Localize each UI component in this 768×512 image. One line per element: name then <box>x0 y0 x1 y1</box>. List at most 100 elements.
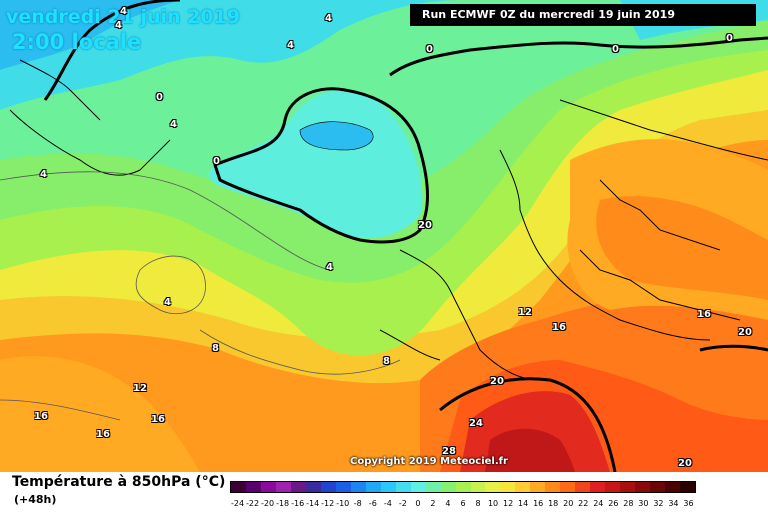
isotherm-label: 8 <box>383 356 390 367</box>
color-swatch <box>425 482 441 492</box>
color-swatch <box>500 482 516 492</box>
isotherm-label: 16 <box>552 322 566 333</box>
color-swatch <box>470 482 486 492</box>
color-swatch <box>245 482 261 492</box>
isotherm-label: 24 <box>469 418 483 429</box>
color-scale-tick: 10 <box>487 499 499 508</box>
isotherm-label: 12 <box>133 383 147 394</box>
forecast-date: vendredi 21 juin 2019 <box>6 6 241 28</box>
isotherm-label: 4 <box>164 297 171 308</box>
isotherm-label: 20 <box>678 458 692 469</box>
isotherm-label: 4 <box>115 20 122 31</box>
temperature-map <box>0 0 768 472</box>
color-swatch <box>485 482 501 492</box>
color-scale-tick: 24 <box>593 499 604 508</box>
color-swatch <box>395 482 411 492</box>
isotherm-label: 20 <box>418 220 432 231</box>
color-scale-tick: 8 <box>475 499 481 508</box>
color-swatch <box>380 482 396 492</box>
model-run-label: Run ECMWF 0Z du mercredi 19 juin 2019 <box>410 4 756 26</box>
color-swatch <box>650 482 666 492</box>
color-scale-tick: -24 <box>230 499 245 508</box>
color-scale-tick: 20 <box>563 499 574 508</box>
temperature-color-scale <box>230 481 696 493</box>
color-scale-tick: 0 <box>415 499 421 508</box>
color-scale-tick: -18 <box>276 499 290 508</box>
color-swatch <box>455 482 471 492</box>
isotherm-label: 4 <box>170 119 177 130</box>
color-swatch <box>530 482 546 492</box>
isotherm-label: 0 <box>213 156 220 167</box>
color-scale-tick: 18 <box>548 499 559 508</box>
color-swatch <box>410 482 426 492</box>
isotherm-label: 4 <box>325 13 332 24</box>
isotherm-label: 4 <box>40 169 47 180</box>
isotherm-label: 0 <box>426 44 433 55</box>
color-swatch <box>680 482 696 492</box>
color-scale-tick: 6 <box>460 499 466 508</box>
color-swatch <box>365 482 381 492</box>
color-scale-tick: -20 <box>261 499 275 508</box>
color-scale-tick: 16 <box>533 499 544 508</box>
color-scale-tick: 12 <box>503 499 514 508</box>
isotherm-label: 8 <box>212 343 219 354</box>
color-swatch <box>305 482 321 492</box>
color-scale-tick: 4 <box>445 499 451 508</box>
color-swatch <box>620 482 636 492</box>
color-scale-tick: 36 <box>683 499 694 508</box>
color-swatch <box>440 482 456 492</box>
color-swatch <box>260 482 276 492</box>
color-scale-tick: 26 <box>608 499 619 508</box>
isotherm-label: 0 <box>612 44 619 55</box>
color-scale-tick: -14 <box>306 499 320 508</box>
color-swatch <box>590 482 606 492</box>
color-scale-tick: 2 <box>430 499 436 508</box>
copyright-notice: Copyright 2019 Meteociel.fr <box>350 456 508 467</box>
isotherm-label: 28 <box>442 446 456 457</box>
isotherm-label: 4 <box>120 6 127 17</box>
color-swatch <box>560 482 576 492</box>
isotherm-label: 16 <box>697 309 711 320</box>
isotherm-label: 20 <box>738 327 752 338</box>
color-scale-tick: -22 <box>246 499 260 508</box>
color-swatch <box>320 482 336 492</box>
color-scale-tick: 22 <box>578 499 589 508</box>
isotherm-label: 4 <box>287 40 294 51</box>
color-swatch <box>545 482 561 492</box>
isotherm-label: 16 <box>151 414 165 425</box>
isotherm-label: 0 <box>726 33 733 44</box>
color-scale-tick: 28 <box>623 499 634 508</box>
color-swatch <box>515 482 531 492</box>
forecast-time: 2:00 locale <box>12 30 142 54</box>
color-scale-tick: -4 <box>383 499 392 508</box>
color-scale-tick: -8 <box>353 499 362 508</box>
color-scale-tick: -2 <box>398 499 407 508</box>
color-swatch <box>335 482 351 492</box>
legend-footer: Température à 850hPa (°C) (+48h) -24 -22-… <box>0 472 768 512</box>
color-scale-tick: -10 <box>336 499 350 508</box>
color-swatch <box>665 482 681 492</box>
isotherm-label: 12 <box>518 307 532 318</box>
isotherm-label: 16 <box>96 429 110 440</box>
color-scale-tick: -6 <box>368 499 377 508</box>
isotherm-label: 20 <box>490 376 504 387</box>
color-scale-ticks: -24 -22 -20 -18 -16 -14 -12 -10 -8 -6 -4 -2 0 2 4 6 8 10 1… <box>230 499 696 509</box>
color-scale-tick: 14 <box>518 499 529 508</box>
color-swatch <box>231 482 246 492</box>
color-swatch <box>575 482 591 492</box>
color-scale-tick: 34 <box>668 499 679 508</box>
isotherm-label: 16 <box>34 411 48 422</box>
isotherm-label: 4 <box>326 262 333 273</box>
color-swatch <box>350 482 366 492</box>
color-scale-tick: 32 <box>653 499 664 508</box>
color-scale-tick: 30 <box>638 499 649 508</box>
color-swatch <box>605 482 621 492</box>
legend-title: Température à 850hPa (°C) <box>12 474 226 490</box>
color-swatch <box>635 482 651 492</box>
color-scale-tick: -12 <box>321 499 335 508</box>
color-swatch <box>290 482 306 492</box>
isotherm-label: 0 <box>156 92 163 103</box>
color-scale-tick: -16 <box>291 499 305 508</box>
forecast-lead-time: (+48h) <box>14 493 57 506</box>
